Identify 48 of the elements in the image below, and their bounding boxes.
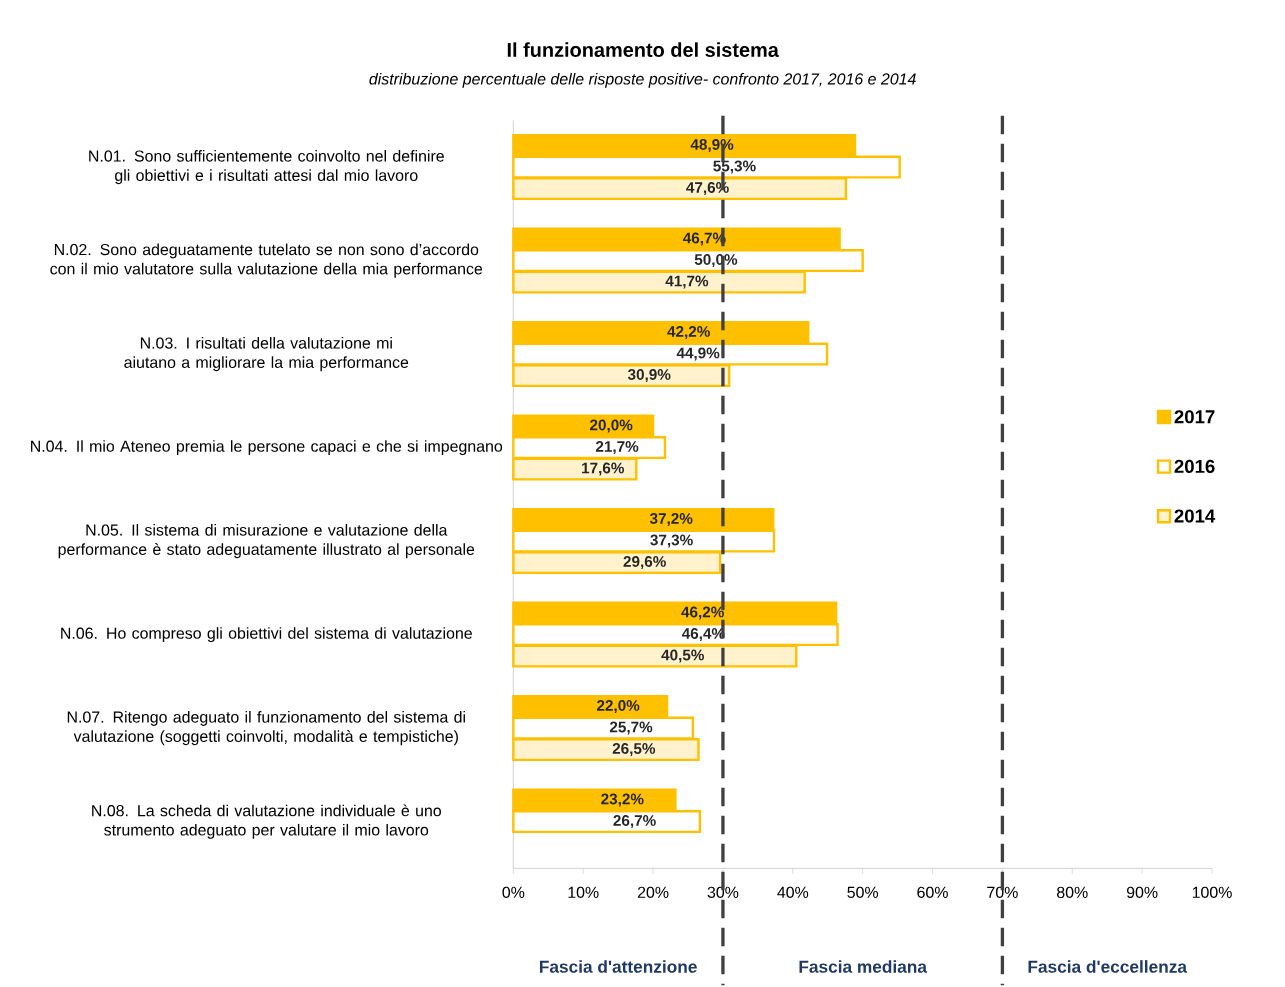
y-tick-label: N.02. Sono adeguatamente tutelato se non sono d’accordo con il mio valutatore sulla valutazione della mia performance bbox=[50, 243, 483, 278]
y-tick-label: N.08. La scheda di valutazione individuale è uno strumento adeguato per valutare il mio lavoro bbox=[92, 804, 441, 839]
x-tick-label: 30% bbox=[707, 886, 739, 899]
data-label: 25,7% bbox=[609, 721, 653, 735]
data-label: 44,9% bbox=[676, 347, 720, 361]
data-label: 37,3% bbox=[650, 534, 693, 548]
x-tick-label: 60% bbox=[917, 886, 948, 899]
data-label: 22,0% bbox=[597, 700, 640, 714]
legend-label: 2016 bbox=[1174, 459, 1215, 474]
x-tick-label: 80% bbox=[1057, 886, 1088, 899]
data-label: 17,6% bbox=[582, 462, 624, 476]
data-label: 41,7% bbox=[665, 275, 709, 289]
legend-label: 2017 bbox=[1174, 410, 1215, 424]
x-tick-label: 70% bbox=[987, 886, 1018, 899]
x-tick-label: 90% bbox=[1126, 886, 1158, 899]
data-label: 37,2% bbox=[649, 513, 693, 527]
data-label: 46,2% bbox=[681, 606, 724, 620]
y-tick-label: N.05. Il sistema di misurazione e valutazione della performance è stato adeguatamente illustrato al personale bbox=[58, 524, 475, 559]
x-tick-label: 100% bbox=[1192, 886, 1232, 899]
data-label: 42,2% bbox=[667, 326, 710, 340]
y-tick-label: N.01. Sono sufficientemente coinvolto nel definire gli obiettivi e i risultati attesi dal mio lavoro bbox=[89, 150, 444, 185]
text: Fascia d'attenzione bbox=[539, 960, 697, 973]
data-label: 48,9% bbox=[690, 139, 734, 153]
data-label: 30,9% bbox=[627, 369, 671, 383]
y-tick-label: N.07. Ritengo adeguato il funzionamento del sistema di valutazione (soggetti coinvolti, modalità e tempistiche) bbox=[67, 711, 465, 746]
data-label: 23,2% bbox=[601, 793, 644, 807]
data-label: 26,5% bbox=[612, 743, 656, 757]
x-tick-label: 0% bbox=[502, 886, 525, 899]
data-label: 21,7% bbox=[595, 441, 639, 455]
legend-label: 2014 bbox=[1174, 509, 1216, 523]
chart-title: Il funzionamento del sistema bbox=[507, 42, 779, 58]
y-tick-label: N.04. Il mio Ateneo premia le persone capaci e che si impegnano bbox=[31, 440, 503, 456]
y-tick-label: N.06. Ho compreso gli obiettivi del sistema di valutazione bbox=[61, 627, 472, 643]
data-label: 26,7% bbox=[613, 815, 656, 829]
data-label: 20,0% bbox=[590, 419, 633, 433]
data-label: 47,6% bbox=[686, 182, 729, 196]
text: Fascia d'eccellenza bbox=[1028, 960, 1188, 973]
data-label: 55,3% bbox=[713, 160, 756, 174]
data-label: 40,5% bbox=[661, 649, 704, 663]
x-tick-label: 10% bbox=[568, 886, 599, 899]
data-label: 46,4% bbox=[681, 628, 725, 642]
x-tick-label: 40% bbox=[777, 886, 809, 899]
y-tick-label: N.03. I risultati della valutazione mi aiutano a migliorare la mia performance bbox=[124, 337, 409, 372]
x-tick-label: 50% bbox=[847, 886, 879, 899]
x-tick-label: 20% bbox=[637, 886, 669, 899]
data-label: 29,6% bbox=[623, 556, 666, 570]
text: Fascia mediana bbox=[799, 960, 928, 973]
chart-subtitle: distribuzione percentuale delle risposte positive- confronto 2017, 2016 e 2014 bbox=[369, 72, 916, 88]
